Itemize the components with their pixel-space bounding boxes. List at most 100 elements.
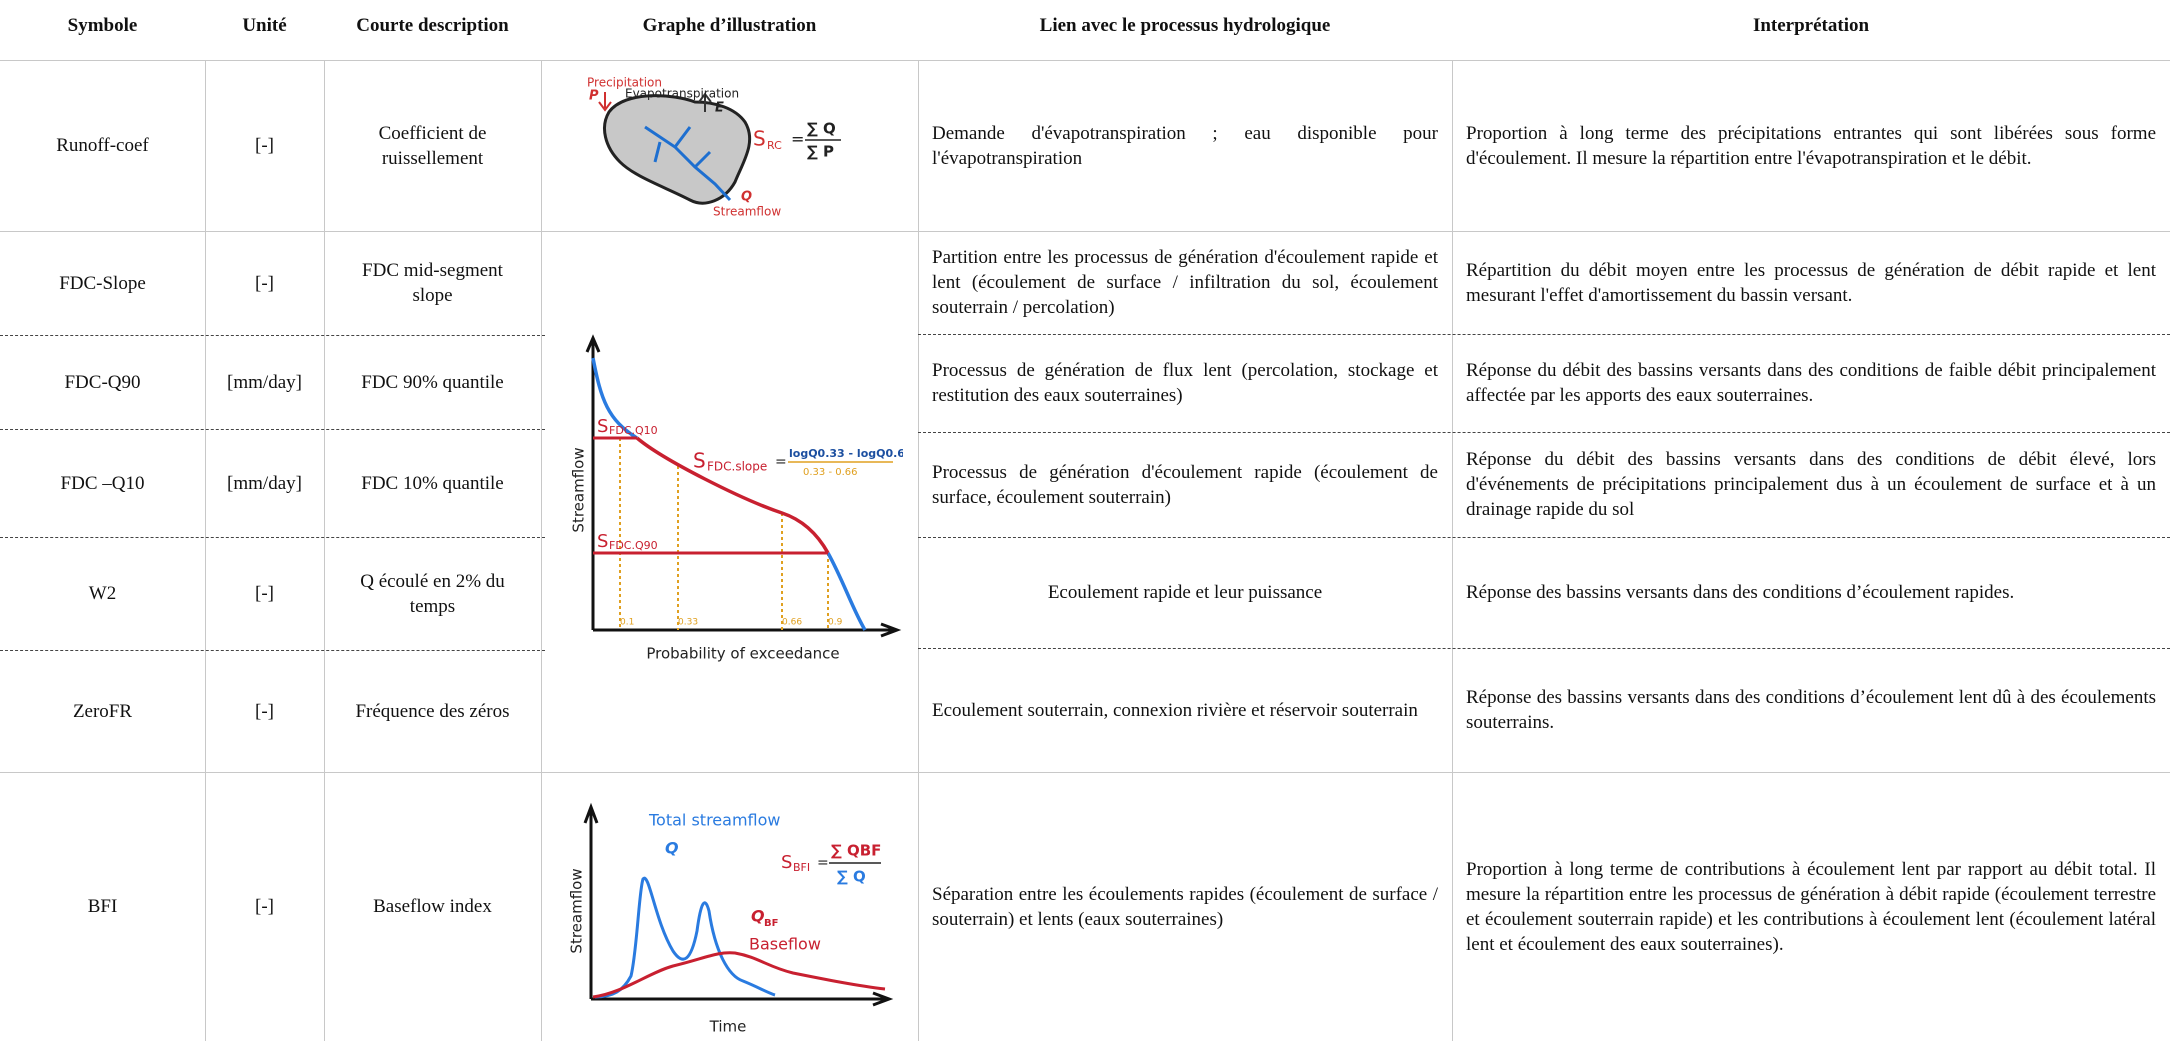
bfi-illustration: Streamflow Time Total streamflow Q Q BF … (568, 802, 894, 1036)
interpretation-cell: Proportion à long terme des précipitatio… (1452, 60, 2170, 231)
cell-text: [mm/day] (227, 371, 302, 393)
dashed-rule (0, 429, 545, 430)
header-cell: Lien avec le processus hydrologique (1039, 14, 1331, 36)
tick-label: 0.33 (678, 618, 698, 628)
label: ∑ Q (807, 120, 836, 138)
cell-text: Demande d'évapotranspiration ; eau dispo… (932, 122, 1438, 169)
cell-text: Ecoulement souterrain, connexion rivière… (932, 699, 1418, 721)
description-cell: Fréquence des zéros (324, 650, 541, 772)
cell-text: [-] (255, 896, 274, 917)
cell-text: FDC-Q90 (64, 371, 141, 393)
dashed-rule (0, 650, 545, 651)
rule (324, 60, 325, 1041)
description-cell: FDC 10% quantile (324, 429, 541, 537)
cell-text: Réponse des bassins versants dans des co… (1466, 582, 2015, 603)
dashed-rule (918, 334, 2170, 335)
svg-text:=: = (817, 855, 829, 871)
process-cell: Demande d'évapotranspiration ; eau dispo… (918, 60, 1452, 231)
label: S (597, 531, 608, 552)
cell-text: Répartition du débit moyen entre les pro… (1466, 259, 2156, 306)
label: Q (665, 839, 679, 858)
cell-text: Proportion à long terme des précipitatio… (1466, 122, 2156, 169)
description-cell: Q écoulé en 2% du temps (324, 537, 541, 650)
interpretation-cell: Réponse des bassins versants dans des co… (1452, 537, 2170, 648)
symbol-cell: FDC-Q90 (0, 335, 205, 429)
rule (1452, 60, 1453, 1041)
cell-text: Fréquence des zéros (355, 700, 510, 722)
cell-text: [-] (255, 135, 274, 156)
svg-text:=: = (775, 454, 787, 470)
rule (0, 60, 2170, 61)
cell-text: W2 (88, 583, 117, 604)
arrow (698, 92, 712, 112)
label: FDC.slope (707, 460, 767, 474)
header-cell: Graphe d’illustration (642, 14, 817, 36)
svg-text:=: = (791, 130, 804, 149)
cell-text: Coefficient de ruissellement (378, 122, 487, 169)
dashed-rule (918, 648, 2170, 649)
symbol-cell: BFI (0, 772, 205, 1041)
header-cell: Unité (242, 14, 287, 36)
unit-cell: [-] (205, 537, 324, 650)
dashed-rule (0, 537, 545, 538)
arrow (598, 92, 612, 112)
rule (541, 60, 542, 1041)
tick-label: 0.9 (828, 618, 843, 628)
label: Q (751, 907, 765, 926)
interpretation-cell: Réponse du débit des bassins versants da… (1452, 432, 2170, 537)
cell-text: Partition entre les processus de générat… (932, 247, 1438, 318)
label: Q (741, 190, 752, 205)
rule (205, 60, 206, 1041)
label: 0.33 - 0.66 (803, 467, 858, 478)
dashed-rule (918, 537, 2170, 538)
unit-cell: [mm/day] (205, 335, 324, 429)
cell-text: FDC 10% quantile (361, 472, 504, 494)
cell-text: Q écoulé en 2% du temps (360, 570, 505, 617)
label: E (715, 101, 724, 116)
label: P (589, 89, 599, 104)
label: FDC.Q90 (609, 539, 658, 552)
cell-text: Réponse du débit des bassins versants da… (1466, 449, 2156, 520)
interpretation-cell: Réponse des bassins versants dans des co… (1452, 648, 2170, 772)
header-cell: Courte description (356, 14, 509, 36)
label: Evapotranspiration (625, 87, 739, 101)
unit-cell: [-] (205, 60, 324, 231)
process-cell: Partition entre les processus de générat… (918, 231, 1452, 334)
label: S (753, 127, 766, 151)
description-cell: Coefficient de ruissellement (324, 60, 541, 231)
label: Streamflow (713, 205, 781, 219)
cell-text: ZeroFR (72, 700, 133, 722)
dashed-rule (0, 335, 545, 336)
label: ∑ QBF (831, 842, 881, 860)
cell-text: Séparation entre les écoulements rapides… (932, 883, 1438, 930)
rule (0, 772, 2170, 773)
symbol-cell: Runoff-coef (0, 60, 205, 231)
interpretation-cell: Réponse du débit des bassins versants da… (1452, 334, 2170, 432)
symbol-cell: W2 (0, 537, 205, 650)
unit-cell: [-] (205, 231, 324, 335)
symbol-cell: ZeroFR (0, 650, 205, 772)
label: BF (764, 918, 778, 929)
process-cell: Processus de génération de flux lent (pe… (918, 334, 1452, 432)
tick-label: 0.66 (782, 618, 802, 628)
rule (0, 231, 2170, 232)
rule (918, 60, 919, 1041)
header-cell: Symbole (67, 14, 138, 36)
label: ∑ Q (837, 868, 866, 886)
interpretation-cell: Répartition du débit moyen entre les pro… (1452, 231, 2170, 334)
cell-text: Processus de génération d'écoulement rap… (932, 461, 1438, 508)
unit-cell: [mm/day] (205, 429, 324, 537)
symbol-cell: FDC-Slope (0, 231, 205, 335)
description-cell: FDC 90% quantile (324, 335, 541, 429)
fdc-illustration: Streamflow Probability of exceedance 0.1… (570, 334, 903, 663)
label: S (693, 449, 706, 473)
interpretation-cell: Proportion à long terme de contributions… (1452, 772, 2170, 1041)
unit-cell: [-] (205, 650, 324, 772)
axis-label: Time (709, 1018, 747, 1036)
label: Baseflow (749, 935, 821, 954)
cell-text: Runoff-coef (56, 135, 149, 156)
cell-text: FDC-Slope (59, 272, 146, 294)
cell-text: [-] (255, 700, 274, 722)
